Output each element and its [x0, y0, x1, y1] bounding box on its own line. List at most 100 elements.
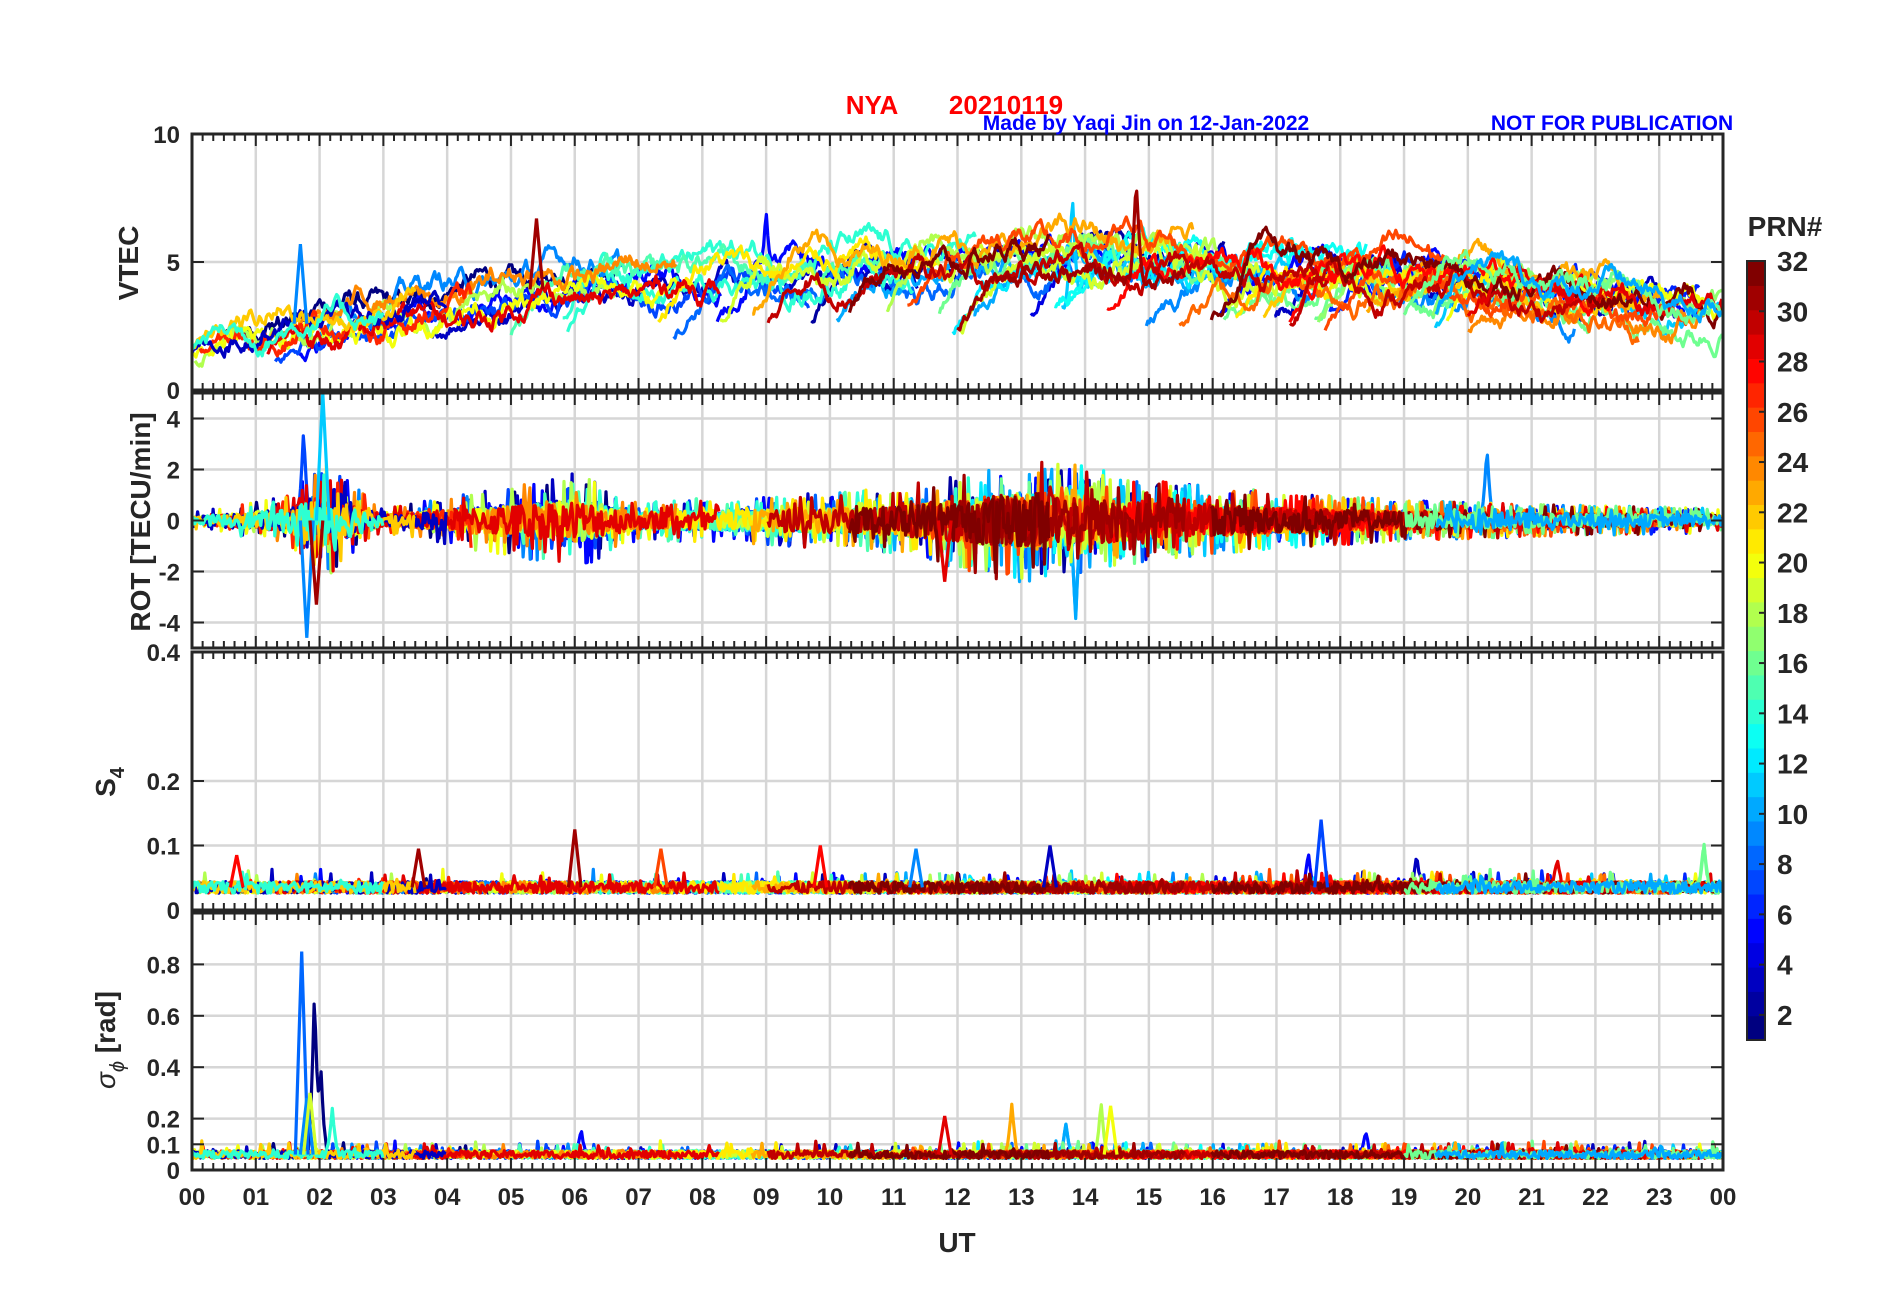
vtec-ytick-label: 10: [153, 122, 180, 149]
colorbar-swatch: [1747, 601, 1765, 627]
colorbar-swatch: [1747, 1015, 1765, 1041]
colorbar-swatch: [1747, 674, 1765, 700]
rot-ytick-label: -4: [159, 611, 181, 638]
credit-text: Made by Yaqi Jin on 12-Jan-2022: [983, 112, 1309, 135]
vtec-ytick-label: 0: [167, 378, 180, 405]
s4-prn-line: [192, 870, 385, 895]
s4-prn-line: [1434, 872, 1723, 895]
s4-spike: [652, 848, 669, 888]
colorbar-swatch: [1747, 893, 1765, 919]
x-tick-label: 00: [179, 1184, 206, 1211]
sigma-phi-ylabel: σϕ [rad]: [90, 991, 129, 1089]
s4-spike: [1042, 845, 1058, 888]
sigma_phi-ytick-label: 0.6: [147, 1004, 180, 1031]
s4-spike: [566, 829, 583, 888]
colorbar-tick-label: 18: [1777, 598, 1808, 629]
x-tick-label: 17: [1263, 1184, 1290, 1211]
colorbar-swatch: [1747, 431, 1765, 457]
colorbar-swatch: [1747, 309, 1765, 335]
colorbar-title: PRN#: [1748, 211, 1823, 242]
colorbar-frame: [1746, 260, 1766, 1041]
vtec-prn-line: [1209, 225, 1723, 330]
x-tick-label: 08: [689, 1184, 716, 1211]
s4-panel: 0 0.1 0.2 0.4: [147, 640, 1725, 925]
colorbar-tick-label: 22: [1777, 497, 1808, 528]
rot-prn-line: [956, 473, 1186, 581]
colorbar-swatch: [1747, 528, 1765, 554]
x-tick-label: 20: [1454, 1184, 1481, 1211]
colorbar-swatch: [1747, 918, 1765, 944]
vtec-prn-line: [1323, 264, 1689, 332]
title-date: 20210119: [949, 90, 1063, 120]
rot-ytick-label: 4: [167, 407, 181, 434]
x-tick-label: 06: [561, 1184, 588, 1211]
vtec-prn-line: [1106, 246, 1360, 311]
x-tick-label: 18: [1327, 1184, 1354, 1211]
colorbar-swatch: [1747, 334, 1765, 359]
colorbar-swatch: [1747, 553, 1765, 579]
vtec-series: [192, 189, 1723, 368]
x-tick-label: 16: [1199, 1184, 1226, 1211]
x-tick-label: 07: [625, 1184, 652, 1211]
colorbar-swatch: [1747, 942, 1765, 968]
s4-ytick-label: 0.1: [147, 834, 180, 861]
sigma_phi-spike: [298, 1097, 315, 1155]
rot-ytick-label: -2: [159, 560, 180, 587]
colorbar-swatch: [1747, 382, 1765, 408]
x-tick-label: 19: [1391, 1184, 1418, 1211]
sigma_phi-ytick-label: 0.1: [147, 1132, 180, 1159]
colorbar-swatch: [1747, 772, 1765, 798]
x-tick-label: 22: [1582, 1184, 1609, 1211]
x-tick-label: 01: [242, 1184, 269, 1211]
rot-spike: [298, 520, 315, 638]
colorbar-swatch: [1747, 796, 1765, 822]
x-tick-label: 14: [1072, 1184, 1099, 1211]
vtec-spike: [292, 243, 309, 324]
colorbar-swatch: [1747, 577, 1765, 603]
rot-prn-line: [192, 473, 385, 552]
colorbar-tick-label: 14: [1777, 698, 1809, 729]
colorbar-swatch: [1747, 407, 1765, 433]
sigma_phi-prn-line: [847, 1141, 1051, 1160]
vtec-panel: 0 5 10: [153, 122, 1725, 405]
colorbar-swatch: [1747, 455, 1765, 481]
s4-ytick-label: 0: [167, 898, 180, 925]
s4-spike: [908, 848, 924, 888]
vtec-prn-line: [192, 292, 385, 358]
rot-series: [192, 393, 1723, 638]
x-tick-label: 12: [944, 1184, 971, 1211]
vtec-prn-line: [956, 189, 1186, 332]
sigma_phi-series: [192, 951, 1723, 1160]
colorbar-tick-label: 32: [1777, 246, 1808, 277]
colorbar-swatch: [1747, 285, 1765, 311]
rot-prn-line: [847, 486, 1051, 574]
s4-spike: [1313, 819, 1330, 888]
vtec-prn-line: [766, 241, 1329, 324]
x-tick-label: 23: [1646, 1184, 1673, 1211]
vtec-ylabel: VTEC: [113, 226, 144, 301]
x-tick-label: 11: [881, 1184, 906, 1211]
colorbar-swatch: [1747, 626, 1765, 652]
x-tick-label: 03: [370, 1184, 397, 1211]
rot-ylabel: ROT [TECU/min]: [125, 412, 156, 631]
rot-panel: -4 -2 0 2 4: [159, 391, 1725, 650]
sigma_phi-spike: [1102, 1105, 1119, 1155]
vtec-ytick-label: 5: [167, 250, 180, 277]
colorbar-tick-label: 28: [1777, 347, 1808, 378]
sigma_phi-prn-line: [1434, 1141, 1723, 1160]
sigma_phi-prn-line: [192, 1106, 385, 1160]
colorbar-swatch: [1747, 991, 1765, 1017]
colorbar-tick-label: 6: [1777, 899, 1793, 930]
s4-spike: [410, 848, 427, 888]
rot-prn-line: [1435, 500, 1723, 537]
sigma_phi-prn-line: [956, 1141, 1186, 1160]
colorbar-swatch: [1747, 820, 1765, 846]
x-tick-label: 21: [1518, 1184, 1545, 1211]
notice-text: NOT FOR PUBLICATION: [1491, 112, 1733, 135]
rot-spike: [936, 520, 953, 582]
x-axis-label: UT: [938, 1227, 975, 1258]
sigma_phi-panel: 00.10.2 0.4 0.6 0.8: [147, 911, 1725, 1185]
s4-spike: [812, 845, 829, 888]
